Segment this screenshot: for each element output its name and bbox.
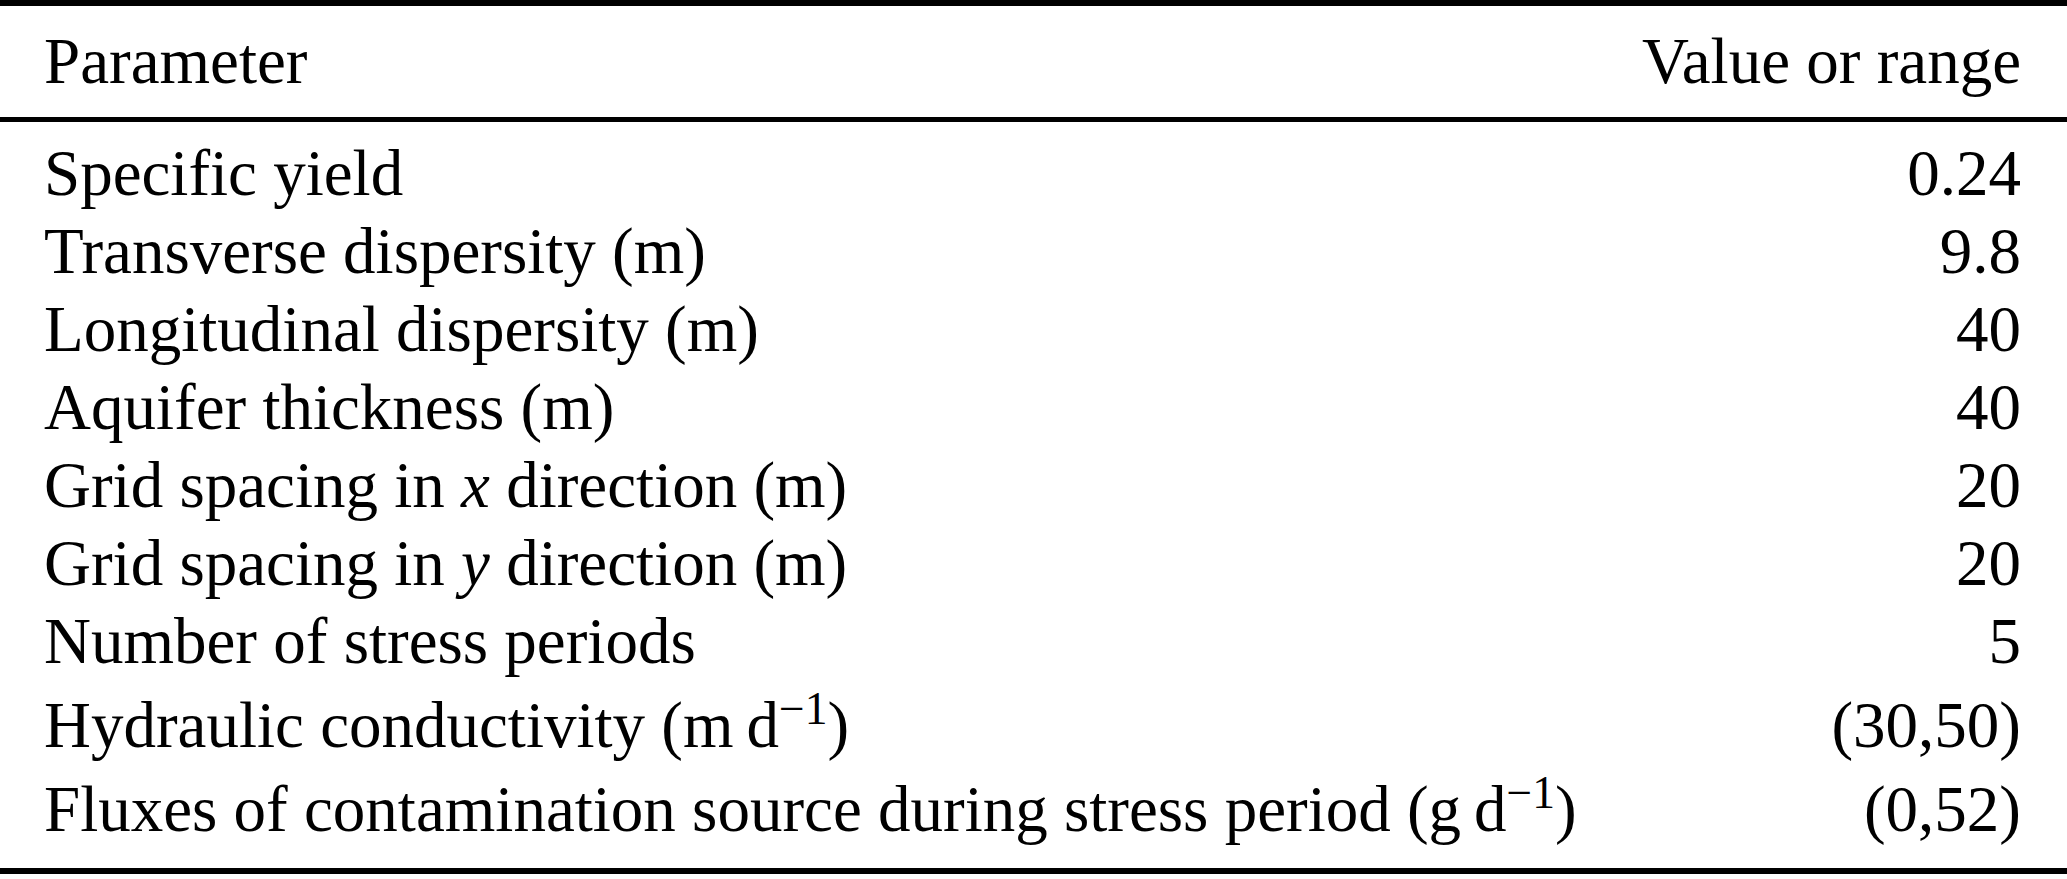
parameter-text-segment: direction (m) <box>490 527 847 599</box>
value-cell: 5 <box>1989 602 2022 680</box>
unit-superscript: −1 <box>779 683 827 734</box>
value-cell: 20 <box>1956 524 2021 602</box>
parameter-text-segment: y <box>461 527 490 599</box>
parameter-cell: Grid spacing in y direction (m) <box>44 524 847 602</box>
parameter-cell: Hydraulic conductivity (m d−1) <box>44 686 849 764</box>
value-cell: (30,50) <box>1831 686 2021 764</box>
parameter-text-segment: Fluxes of contamination source during st… <box>44 773 1507 845</box>
parameter-table: Parameter Value or range Specific yield 0… <box>0 0 2067 879</box>
value-cell: 0.24 <box>1907 134 2021 212</box>
value-cell: (0,52) <box>1864 770 2021 848</box>
parameter-text-segment: Transverse dispersity (m) <box>44 215 706 287</box>
value-cell: 40 <box>1956 290 2021 368</box>
parameter-cell: Longitudinal dispersity (m) <box>44 290 759 368</box>
parameter-cell: Specific yield <box>44 134 403 212</box>
parameter-cell: Fluxes of contamination source during st… <box>44 770 1577 848</box>
parameter-text-segment: ) <box>827 689 849 761</box>
parameter-text-segment: Specific yield <box>44 137 403 209</box>
value-cell: 40 <box>1956 368 2021 446</box>
parameter-text-segment: Longitudinal dispersity (m) <box>44 293 759 365</box>
parameter-cell: Transverse dispersity (m) <box>44 212 706 290</box>
parameter-cell: Grid spacing in x direction (m) <box>44 446 847 524</box>
parameter-text-segment: Number of stress periods <box>44 605 696 677</box>
table-row: Specific yield 0.24 <box>44 134 2021 212</box>
parameter-text-segment: Aquifer thickness (m) <box>44 371 614 443</box>
column-header-value: Value or range <box>1642 24 2021 99</box>
parameter-text-segment: x <box>461 449 490 521</box>
table-row: Transverse dispersity (m) 9.8 <box>44 212 2021 290</box>
parameter-text-segment: Grid spacing in <box>44 449 461 521</box>
parameter-cell: Number of stress periods <box>44 602 696 680</box>
value-cell: 20 <box>1956 446 2021 524</box>
column-header-parameter: Parameter <box>44 24 307 99</box>
table-row: Grid spacing in x direction (m) 20 <box>44 446 2021 524</box>
table-body: Specific yield0.24Transverse dispersity … <box>44 122 2021 848</box>
table-row: Number of stress periods 5 <box>44 602 2021 680</box>
table-row: Fluxes of contamination source during st… <box>44 764 2021 848</box>
table-header-row: Parameter Value or range <box>44 6 2021 117</box>
parameter-text-segment: ) <box>1555 773 1577 845</box>
table-row: Hydraulic conductivity (m d−1) (30,50) <box>44 680 2021 764</box>
table-row: Longitudinal dispersity (m) 40 <box>44 290 2021 368</box>
table-bottom-rule <box>0 868 2067 874</box>
table-row: Grid spacing in y direction (m) 20 <box>44 524 2021 602</box>
parameter-text-segment: direction (m) <box>490 449 847 521</box>
parameter-text-segment: Grid spacing in <box>44 527 461 599</box>
parameter-cell: Aquifer thickness (m) <box>44 368 614 446</box>
value-cell: 9.8 <box>1940 212 2021 290</box>
parameter-text-segment: Hydraulic conductivity (m d <box>44 689 779 761</box>
unit-superscript: −1 <box>1507 767 1555 818</box>
table-row: Aquifer thickness (m) 40 <box>44 368 2021 446</box>
